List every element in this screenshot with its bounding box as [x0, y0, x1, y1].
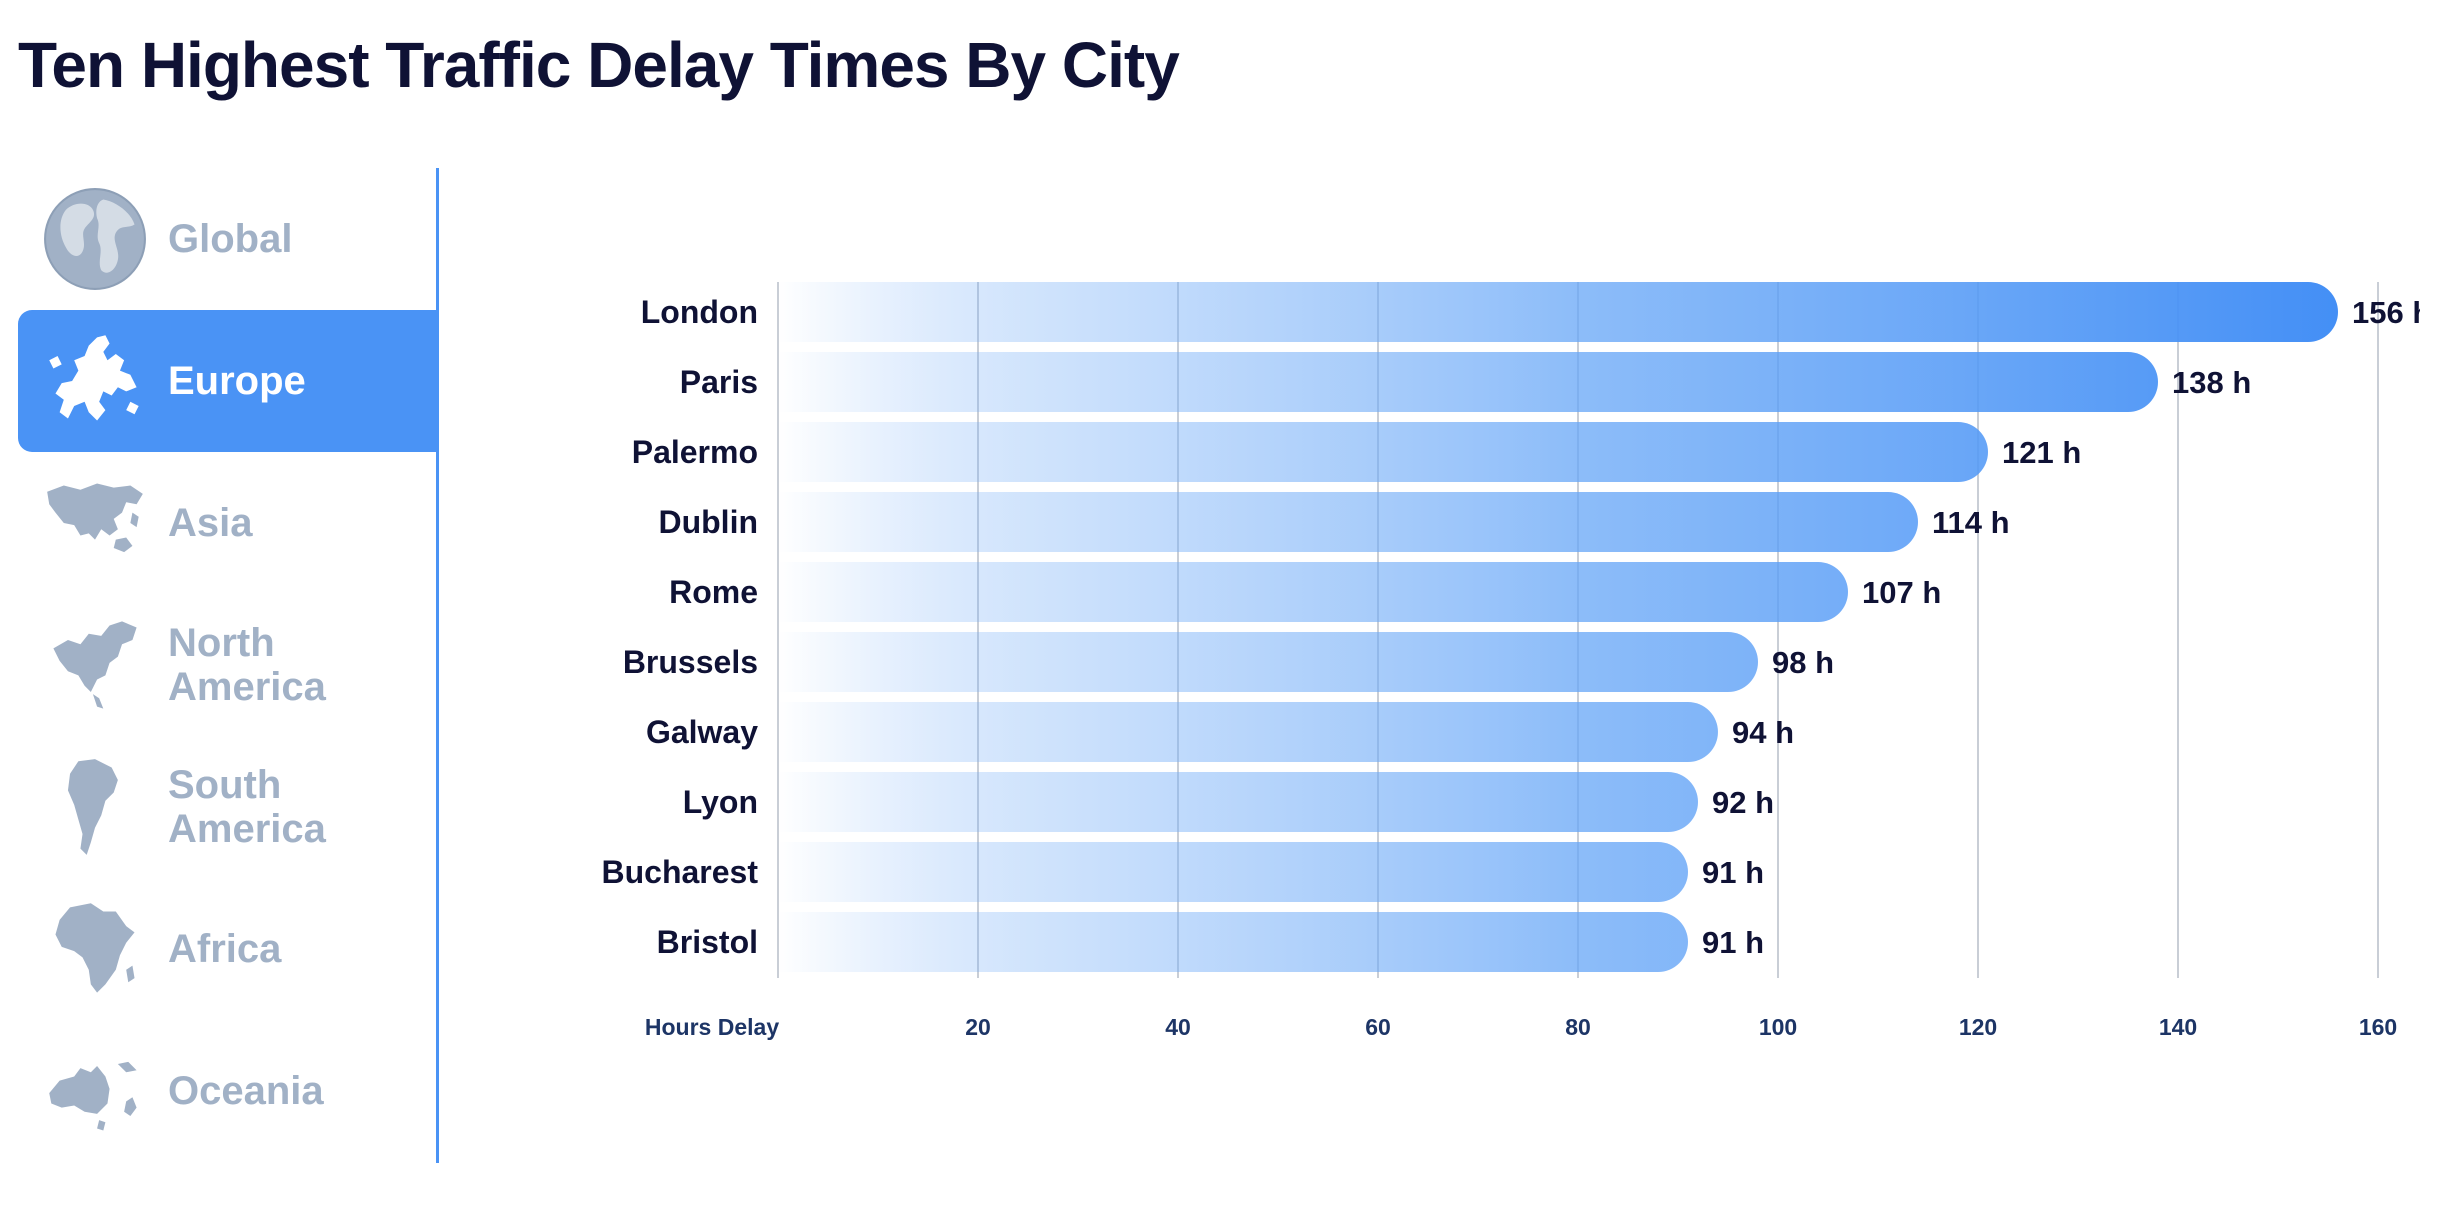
bar-dublin — [778, 492, 1918, 552]
category-label: Dublin — [658, 504, 758, 540]
category-label: Lyon — [683, 784, 758, 820]
x-tick-label: 120 — [1959, 1014, 1997, 1040]
value-label: 98 h — [1772, 645, 1834, 680]
bar-rome — [778, 562, 1848, 622]
sidebar-item-global[interactable]: Global — [18, 168, 436, 310]
category-label: Bucharest — [602, 854, 759, 890]
sidebar-item-label: South America — [168, 763, 326, 851]
region-sidebar: Global Europe Asia Nort — [18, 168, 436, 1163]
x-tick-label: 140 — [2159, 1014, 2197, 1040]
bar-paris — [778, 352, 2158, 412]
europe-map-icon — [40, 326, 150, 436]
x-tick-label: 80 — [1565, 1014, 1591, 1040]
sidebar-item-oceania[interactable]: Oceania — [18, 1020, 436, 1162]
bar-palermo — [778, 422, 1988, 482]
category-label: Bristol — [657, 924, 758, 960]
sidebar-item-label: North America — [168, 621, 326, 709]
africa-map-icon — [40, 894, 150, 1004]
x-axis-title: Hours Delay — [645, 1014, 779, 1040]
value-label: 92 h — [1712, 785, 1774, 820]
value-label: 107 h — [1862, 575, 1941, 610]
bar-galway — [778, 702, 1718, 762]
x-tick-label: 40 — [1165, 1014, 1191, 1040]
sidebar-item-label: Africa — [168, 927, 282, 971]
value-label: 138 h — [2172, 365, 2251, 400]
sidebar-item-europe[interactable]: Europe — [18, 310, 436, 452]
oceania-map-icon — [40, 1036, 150, 1146]
sidebar-item-south-america[interactable]: South America — [18, 736, 436, 878]
category-label: Rome — [669, 574, 758, 610]
value-label: 94 h — [1732, 715, 1794, 750]
category-label: Paris — [680, 364, 758, 400]
category-label: Brussels — [623, 644, 758, 680]
asia-map-icon — [40, 468, 150, 578]
sidebar-item-label: Global — [168, 217, 293, 261]
x-tick-label: 60 — [1365, 1014, 1391, 1040]
value-label: 121 h — [2002, 435, 2081, 470]
x-tick-label: 160 — [2359, 1014, 2397, 1040]
value-label: 91 h — [1702, 855, 1764, 890]
value-label: 156 h — [2352, 295, 2420, 330]
sidebar-item-label: Oceania — [168, 1069, 324, 1113]
south-america-map-icon — [40, 752, 150, 862]
sidebar-item-label: Asia — [168, 501, 253, 545]
x-tick-label: 20 — [965, 1014, 991, 1040]
x-tick-label: 100 — [1759, 1014, 1797, 1040]
bar-lyon — [778, 772, 1698, 832]
bar-brussels — [778, 632, 1758, 692]
sidebar-item-label: Europe — [168, 359, 306, 403]
sidebar-item-africa[interactable]: Africa — [18, 878, 436, 1020]
value-label: 91 h — [1702, 925, 1764, 960]
category-label: Palermo — [632, 434, 758, 470]
globe-icon — [40, 184, 150, 294]
sidebar-divider — [436, 168, 439, 1163]
north-america-map-icon — [40, 610, 150, 720]
sidebar-item-north-america[interactable]: North America — [18, 594, 436, 736]
category-label: Galway — [646, 714, 758, 750]
bar-london — [778, 282, 2338, 342]
bar-chart: 20 40 60 80 100 120 140 160 London 156 h Paris 138 … — [602, 282, 2420, 1040]
sidebar-item-asia[interactable]: Asia — [18, 452, 436, 594]
value-label: 114 h — [1932, 505, 2010, 540]
bar-bristol — [778, 912, 1688, 972]
bar-bucharest — [778, 842, 1688, 902]
category-label: London — [641, 294, 758, 330]
page-title: Ten Highest Traffic Delay Times By City — [18, 29, 1180, 101]
